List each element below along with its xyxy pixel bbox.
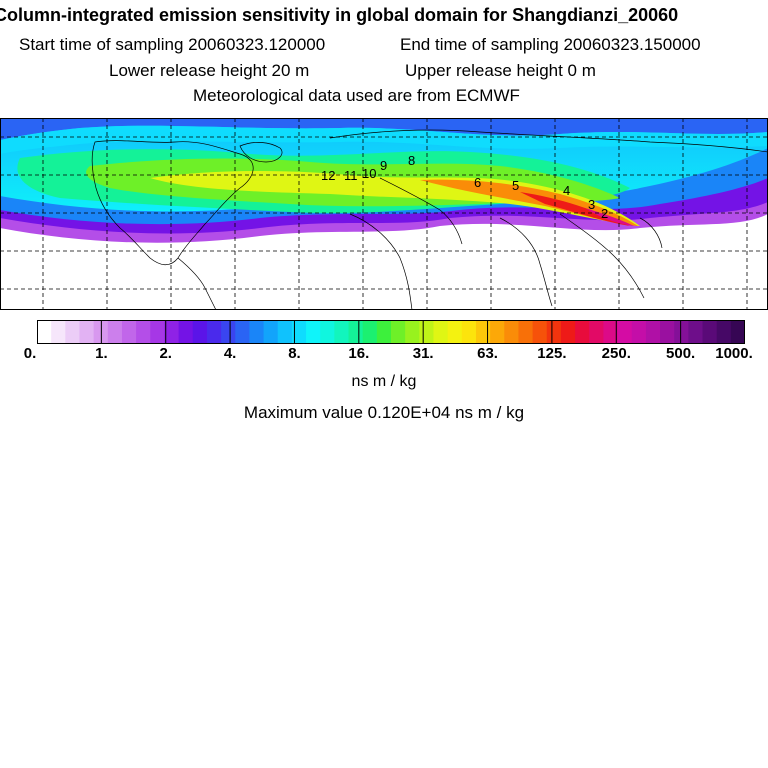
- maximum-value: Maximum value 0.120E+04 ns m / kg: [243, 403, 525, 422]
- colorbar-tick-label: 1000.: [715, 345, 753, 362]
- colorbar-cell: [178, 320, 194, 344]
- plume-red: [520, 192, 630, 226]
- colorbar-cell: [37, 320, 52, 344]
- colorbar-tick-label: 250.: [601, 345, 631, 362]
- colorbar-cell: [136, 320, 151, 344]
- colorbar-cell: [291, 320, 307, 344]
- contour-label: 11: [344, 168, 358, 183]
- colorbar-cell: [334, 320, 350, 344]
- plume-yellow: [150, 171, 640, 226]
- cap-cyan: [0, 125, 768, 154]
- colorbar-cell: [504, 320, 520, 344]
- colorbar-cell: [730, 320, 745, 344]
- colorbar-cell: [348, 320, 364, 344]
- colorbar-cell: [475, 320, 491, 344]
- colorbar-cell: [674, 320, 689, 344]
- sensitivity-map: 12 11 10 9 8 6 5 4 3 2: [0, 118, 768, 310]
- colorbar-cell: [490, 320, 505, 344]
- start-sampling-label: Start time of sampling 20060323.120000: [19, 35, 326, 54]
- colorbar-cell: [121, 320, 137, 344]
- contour-label: 8: [408, 153, 415, 168]
- colorbar-tick-label: 8.: [288, 345, 301, 362]
- colorbar-cell: [206, 320, 222, 344]
- colorbar-cell: [391, 320, 406, 344]
- colorbar-cell: [589, 320, 604, 344]
- contour-label: 3: [588, 197, 595, 212]
- colorbar-cell: [306, 320, 321, 344]
- colorbar-cell: [518, 320, 534, 344]
- colorbar-cell: [461, 320, 477, 344]
- plot-title: Column-integrated emission sensitivity i…: [0, 5, 679, 25]
- colorbar-cell: [631, 320, 647, 344]
- upper-release-label: Upper release height 0 m: [405, 61, 596, 80]
- colorbar-tick-label: 4.: [223, 345, 237, 362]
- colorbar-cell: [603, 320, 619, 344]
- colorbar-cell: [546, 320, 562, 344]
- colorbar-cell: [560, 320, 576, 344]
- colorbar-cell: [164, 320, 180, 344]
- colorbar: [37, 320, 745, 344]
- colorbar-cell: [192, 320, 208, 344]
- colorbar-cell: [249, 320, 265, 344]
- colorbar-cell: [575, 320, 590, 344]
- colorbar-tick-label: 63.: [477, 345, 498, 362]
- colorbar-tick-label: 125.: [537, 345, 567, 362]
- colorbar-cell: [702, 320, 718, 344]
- coastlines: [91, 129, 768, 310]
- colorbar-cell: [419, 320, 435, 344]
- colorbar-tick-label: 500.: [666, 345, 696, 362]
- colorbar-tick-label: 16.: [348, 345, 370, 362]
- contour-label: 6: [474, 175, 481, 190]
- contour-label: 9: [380, 158, 387, 173]
- colorbar-cell: [617, 320, 633, 344]
- colorbar-cell: [532, 320, 548, 344]
- contour-label: 5: [512, 178, 519, 193]
- colorbar-cell: [716, 320, 732, 344]
- meteo-label: Meteorological data used are from ECMWF: [193, 86, 520, 105]
- colorbar-cell: [221, 320, 236, 344]
- lower-release-label: Lower release height 20 m: [109, 61, 310, 80]
- colorbar-unit: ns m / kg: [351, 373, 417, 390]
- contour-label: 12: [321, 168, 335, 183]
- graticule: [0, 118, 768, 310]
- cap-blue: [0, 118, 768, 140]
- colorbar-cell: [51, 320, 66, 344]
- colorbar-tick-label: 2.: [159, 345, 172, 362]
- colorbar-cell: [235, 320, 250, 344]
- contour-label: 2: [601, 206, 608, 221]
- colorbar-tick-label: 0.: [23, 345, 37, 362]
- colorbar-cell: [277, 320, 293, 344]
- colorbar-cell: [433, 320, 449, 344]
- colorbar-cell: [362, 320, 378, 344]
- plume-magenta: [585, 208, 634, 226]
- colorbar-cell: [263, 320, 279, 344]
- colorbar-cell: [376, 320, 392, 344]
- end-sampling-label: End time of sampling 20060323.150000: [400, 35, 701, 54]
- colorbar-cell: [645, 320, 661, 344]
- colorbar-frame: [37, 320, 745, 344]
- colorbar-cell: [65, 320, 81, 344]
- colorbar-cell: [320, 320, 335, 344]
- colorbar-cell: [107, 320, 123, 344]
- colorbar-cell: [150, 320, 166, 344]
- colorbar-cell: [447, 320, 463, 344]
- colorbar-cell: [660, 320, 675, 344]
- colorbar-cell: [688, 320, 704, 344]
- contour-label: 4: [563, 183, 570, 198]
- colorbar-cell: [79, 320, 95, 344]
- colorbar-tick-label: 1.: [95, 345, 108, 362]
- colorbar-cell: [405, 320, 420, 344]
- colorbar-tick-label: 31.: [412, 345, 434, 362]
- contour-label: 10: [362, 166, 376, 181]
